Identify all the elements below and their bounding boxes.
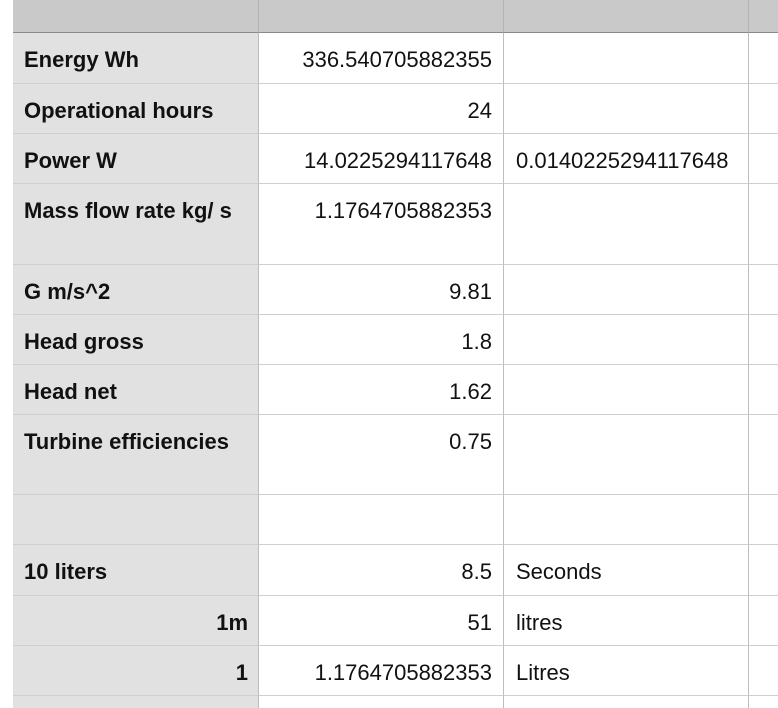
empty-cell[interactable] bbox=[749, 415, 778, 495]
row-label-cell[interactable]: Energy Wh bbox=[13, 33, 259, 84]
table-row: Mass flow rate kg/ s 1.1764705882353 bbox=[13, 184, 778, 265]
value-cell[interactable]: 14.0225294117648 bbox=[259, 134, 504, 184]
row-label-cell[interactable]: 1m bbox=[13, 596, 259, 646]
column-header-d[interactable] bbox=[749, 0, 778, 33]
note-cell[interactable] bbox=[504, 365, 749, 415]
note-cell[interactable] bbox=[504, 84, 749, 134]
table-row: 1m 51 litres bbox=[13, 596, 778, 646]
table-row: 1 1.1764705882353 Litres bbox=[13, 646, 778, 696]
sheet-left-margin bbox=[0, 0, 13, 708]
table-row: Power W 14.0225294117648 0.0140225294117… bbox=[13, 134, 778, 184]
row-label-cell[interactable] bbox=[13, 696, 259, 708]
table-row: G m/s^2 9.81 bbox=[13, 265, 778, 315]
value-cell[interactable]: 9.81 bbox=[259, 265, 504, 315]
row-label-cell[interactable] bbox=[13, 495, 259, 545]
empty-cell[interactable] bbox=[749, 265, 778, 315]
empty-cell[interactable] bbox=[749, 365, 778, 415]
value-cell[interactable]: 336.540705882355 bbox=[259, 33, 504, 84]
value-cell[interactable] bbox=[259, 495, 504, 545]
note-cell[interactable]: Litres bbox=[504, 646, 749, 696]
table-row: Head gross 1.8 bbox=[13, 315, 778, 365]
note-cell[interactable]: litres bbox=[504, 596, 749, 646]
column-header-a[interactable] bbox=[13, 0, 259, 33]
column-header-c[interactable] bbox=[504, 0, 749, 33]
table-row: 10 liters 8.5 Seconds bbox=[13, 545, 778, 596]
empty-cell[interactable] bbox=[749, 33, 778, 84]
note-cell[interactable] bbox=[504, 696, 749, 708]
value-cell[interactable]: 1.62 bbox=[259, 365, 504, 415]
empty-cell[interactable] bbox=[749, 315, 778, 365]
value-cell[interactable]: 51 bbox=[259, 596, 504, 646]
note-cell[interactable]: Seconds bbox=[504, 545, 749, 596]
value-cell[interactable]: 8.5 bbox=[259, 545, 504, 596]
note-cell[interactable]: 0.0140225294117648 bbox=[504, 134, 749, 184]
table-row bbox=[13, 696, 778, 708]
value-cell[interactable]: 24 bbox=[259, 84, 504, 134]
table-row bbox=[13, 495, 778, 545]
row-label-cell[interactable]: Turbine efficiencies bbox=[13, 415, 259, 495]
row-label-cell[interactable]: Head gross bbox=[13, 315, 259, 365]
note-cell[interactable] bbox=[504, 495, 749, 545]
empty-cell[interactable] bbox=[749, 184, 778, 265]
value-cell[interactable]: 1.1764705882353 bbox=[259, 646, 504, 696]
note-cell[interactable] bbox=[504, 184, 749, 265]
empty-cell[interactable] bbox=[749, 596, 778, 646]
note-cell[interactable] bbox=[504, 33, 749, 84]
note-cell[interactable] bbox=[504, 315, 749, 365]
value-cell[interactable]: 1.1764705882353 bbox=[259, 184, 504, 265]
empty-cell[interactable] bbox=[749, 84, 778, 134]
note-cell[interactable] bbox=[504, 415, 749, 495]
value-cell[interactable]: 1.8 bbox=[259, 315, 504, 365]
empty-cell[interactable] bbox=[749, 696, 778, 708]
row-label-cell[interactable]: Head net bbox=[13, 365, 259, 415]
empty-cell[interactable] bbox=[749, 134, 778, 184]
table-row: Energy Wh 336.540705882355 bbox=[13, 33, 778, 84]
empty-cell[interactable] bbox=[749, 545, 778, 596]
table-row: Turbine efficiencies 0.75 bbox=[13, 415, 778, 495]
value-cell[interactable]: 0.75 bbox=[259, 415, 504, 495]
value-cell[interactable] bbox=[259, 696, 504, 708]
column-header-b[interactable] bbox=[259, 0, 504, 33]
row-label-cell[interactable]: 1 bbox=[13, 646, 259, 696]
row-label-cell[interactable]: Mass flow rate kg/ s bbox=[13, 184, 259, 265]
row-label-cell[interactable]: Power W bbox=[13, 134, 259, 184]
row-label-cell[interactable]: Operational hours bbox=[13, 84, 259, 134]
row-label-cell[interactable]: G m/s^2 bbox=[13, 265, 259, 315]
empty-cell[interactable] bbox=[749, 495, 778, 545]
empty-cell[interactable] bbox=[749, 646, 778, 696]
row-label-cell[interactable]: 10 liters bbox=[13, 545, 259, 596]
table-row: Operational hours 24 bbox=[13, 84, 778, 134]
table-row: Head net 1.62 bbox=[13, 365, 778, 415]
note-cell[interactable] bbox=[504, 265, 749, 315]
